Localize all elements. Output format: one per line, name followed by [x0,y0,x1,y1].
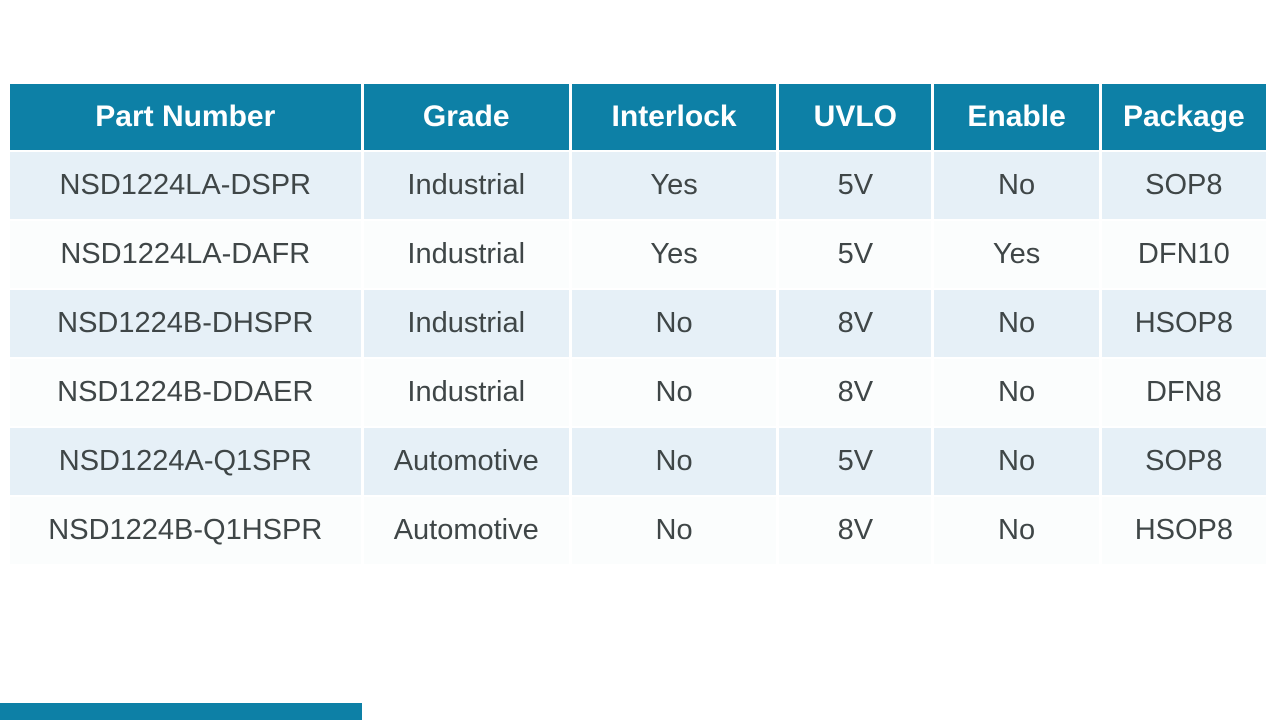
cell-part-number: NSD1224LA-DAFR [10,221,361,288]
cell-interlock: Yes [571,152,777,219]
cell-enable: No [934,428,1099,495]
table-body: NSD1224LA-DSPR Industrial Yes 5V No SOP8… [10,152,1266,564]
table-row: NSD1224B-DHSPR Industrial No 8V No HSOP8 [10,290,1266,357]
cell-interlock: Yes [571,221,777,288]
cell-interlock: No [571,359,777,426]
cell-enable: No [934,359,1099,426]
header-row: Part Number Grade Interlock UVLO Enable … [10,84,1266,150]
table-row: NSD1224LA-DAFR Industrial Yes 5V Yes DFN… [10,221,1266,288]
cell-enable: Yes [934,221,1099,288]
parts-table: Part Number Grade Interlock UVLO Enable … [7,82,1269,566]
cell-part-number: NSD1224B-Q1HSPR [10,497,361,564]
table-row: NSD1224LA-DSPR Industrial Yes 5V No SOP8 [10,152,1266,219]
cell-package: HSOP8 [1101,497,1266,564]
cell-uvlo: 5V [779,428,932,495]
cell-enable: No [934,152,1099,219]
table-row: NSD1224B-DDAER Industrial No 8V No DFN8 [10,359,1266,426]
cell-package: SOP8 [1101,428,1266,495]
cell-uvlo: 5V [779,152,932,219]
cell-package: HSOP8 [1101,290,1266,357]
cell-grade: Industrial [363,221,569,288]
cell-interlock: No [571,290,777,357]
cell-enable: No [934,497,1099,564]
cell-grade: Industrial [363,152,569,219]
footer-accent-bar [0,703,362,720]
cell-grade: Automotive [363,497,569,564]
cell-package: SOP8 [1101,152,1266,219]
table-row: NSD1224A-Q1SPR Automotive No 5V No SOP8 [10,428,1266,495]
cell-grade: Automotive [363,428,569,495]
cell-grade: Industrial [363,290,569,357]
cell-uvlo: 8V [779,359,932,426]
column-header-enable: Enable [934,84,1099,150]
cell-part-number: NSD1224B-DDAER [10,359,361,426]
table-header: Part Number Grade Interlock UVLO Enable … [10,84,1266,150]
cell-enable: No [934,290,1099,357]
cell-uvlo: 5V [779,221,932,288]
cell-uvlo: 8V [779,497,932,564]
cell-package: DFN10 [1101,221,1266,288]
cell-part-number: NSD1224A-Q1SPR [10,428,361,495]
column-header-part-number: Part Number [10,84,361,150]
column-header-package: Package [1101,84,1266,150]
cell-part-number: NSD1224LA-DSPR [10,152,361,219]
cell-interlock: No [571,497,777,564]
cell-grade: Industrial [363,359,569,426]
cell-uvlo: 8V [779,290,932,357]
column-header-interlock: Interlock [571,84,777,150]
cell-part-number: NSD1224B-DHSPR [10,290,361,357]
column-header-grade: Grade [363,84,569,150]
table-row: NSD1224B-Q1HSPR Automotive No 8V No HSOP… [10,497,1266,564]
cell-interlock: No [571,428,777,495]
column-header-uvlo: UVLO [779,84,932,150]
cell-package: DFN8 [1101,359,1266,426]
